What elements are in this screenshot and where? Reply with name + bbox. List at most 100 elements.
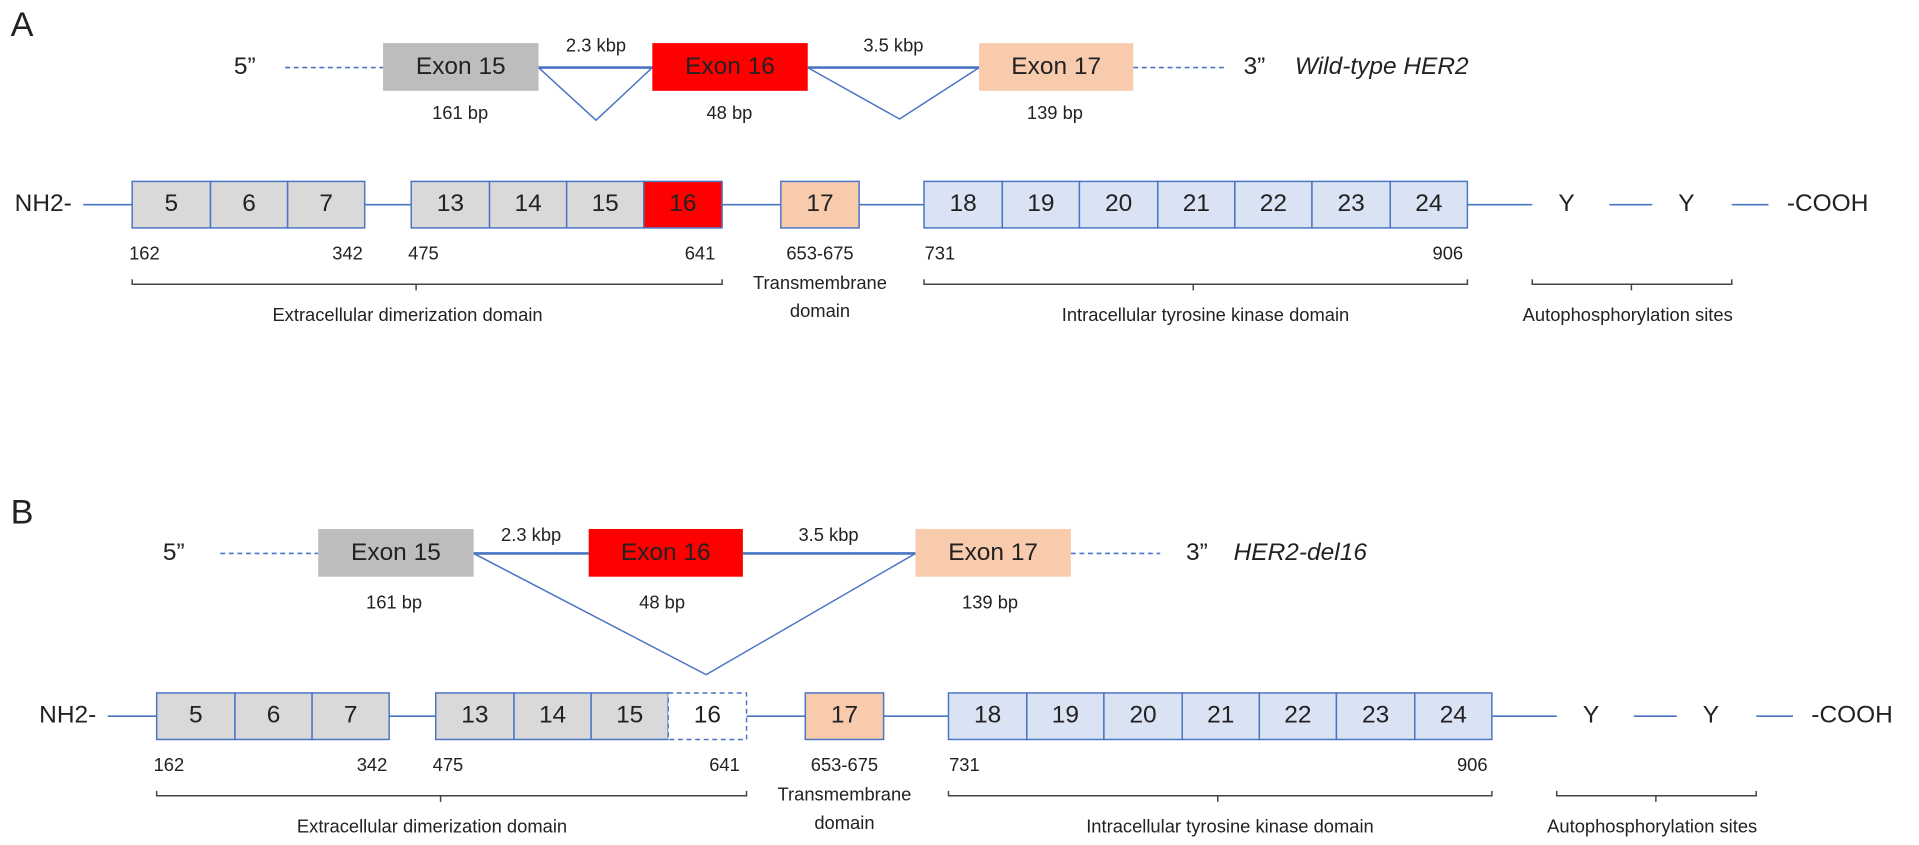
residue-position: 906 xyxy=(1457,754,1488,775)
box-label: 5 xyxy=(165,190,179,217)
residue-position: 641 xyxy=(685,243,716,264)
five-prime: 5” xyxy=(163,539,185,566)
exon-size: 139 bp xyxy=(962,591,1018,612)
domain-label: Transmembrane xyxy=(753,272,887,293)
site: Y xyxy=(1583,702,1599,729)
exon-size: 139 bp xyxy=(1027,102,1083,123)
residue-position: 475 xyxy=(408,243,439,264)
c-terminus: -COOH xyxy=(1787,190,1869,217)
splice-line xyxy=(807,66,980,120)
domain-box xyxy=(1001,180,1081,229)
intron-length: 3.5 kbp xyxy=(863,35,923,56)
intron-length: 2.3 kbp xyxy=(566,35,626,56)
box-label: 23 xyxy=(1362,702,1389,729)
box-label: 17 xyxy=(831,702,858,729)
box-label: 14 xyxy=(539,702,566,729)
box-label: 13 xyxy=(437,190,464,217)
domain-box xyxy=(643,180,723,229)
domain-box xyxy=(311,692,390,741)
c-terminus: -COOH xyxy=(1811,702,1893,729)
residue-position: 475 xyxy=(433,754,464,775)
box-label: 21 xyxy=(1183,190,1210,217)
box-label: 5 xyxy=(189,702,203,729)
exon-box xyxy=(318,528,474,577)
domain-box xyxy=(410,180,491,229)
residue-position: 162 xyxy=(129,243,160,264)
n-terminus: NH2- xyxy=(39,702,96,729)
domain-label: Autophosphorylation sites xyxy=(1547,815,1757,836)
box-label: 17 xyxy=(806,190,833,217)
domain-label: Autophosphorylation sites xyxy=(1523,304,1733,325)
domain-box xyxy=(923,180,1004,229)
box-label: 24 xyxy=(1415,190,1442,217)
domain-box xyxy=(565,180,645,229)
site: Y xyxy=(1678,190,1694,217)
domain-label: Transmembrane xyxy=(778,784,912,805)
box-label: 20 xyxy=(1105,190,1132,217)
box-label: 13 xyxy=(461,702,488,729)
domain-box xyxy=(1078,180,1159,229)
bracket xyxy=(155,790,748,802)
residue-position: 906 xyxy=(1433,243,1464,264)
box-label: 7 xyxy=(319,190,333,217)
five-prime: 5” xyxy=(234,53,256,80)
domain-label: Intracellular tyrosine kinase domain xyxy=(1062,304,1350,325)
domain-box xyxy=(234,692,313,741)
exon-name: Exon 15 xyxy=(416,53,506,80)
domain-box xyxy=(434,692,515,741)
domain-box xyxy=(804,692,885,741)
domain-box xyxy=(1311,180,1392,229)
residue-position: 731 xyxy=(949,754,980,775)
exon-box xyxy=(979,43,1134,91)
splice-line xyxy=(473,552,916,676)
domain-box xyxy=(1414,692,1493,741)
domain-box xyxy=(1181,692,1261,741)
exon-name: Exon 15 xyxy=(351,539,441,566)
residue-position: 342 xyxy=(357,754,388,775)
domain-box xyxy=(1389,180,1469,229)
box-label: 24 xyxy=(1440,702,1467,729)
bracket xyxy=(1556,790,1757,802)
bracket xyxy=(947,790,1493,802)
domain-box xyxy=(1157,180,1236,229)
box-label: 19 xyxy=(1052,702,1079,729)
domain-label: Extracellular dimerization domain xyxy=(297,815,567,836)
splice-line xyxy=(537,67,653,122)
exon-box xyxy=(652,43,808,91)
box-label: 15 xyxy=(616,702,643,729)
domain-box xyxy=(155,692,236,741)
domain-box xyxy=(947,692,1028,741)
box-label: 6 xyxy=(242,190,256,217)
exon-box xyxy=(588,528,743,577)
intron-length: 3.5 kbp xyxy=(798,524,858,545)
box-label: 16 xyxy=(694,702,721,729)
bracket xyxy=(923,279,1469,291)
box-label: 22 xyxy=(1284,702,1311,729)
domain-box xyxy=(1026,692,1105,741)
site: Y xyxy=(1703,702,1719,729)
isoform-name: Wild-type HER2 xyxy=(1295,53,1469,80)
domain-box xyxy=(209,180,289,229)
residue-position: 731 xyxy=(925,243,956,264)
box-label: 14 xyxy=(514,190,541,217)
box-label: 19 xyxy=(1027,190,1054,217)
domain-box xyxy=(1335,692,1416,741)
panel-label: B xyxy=(11,493,34,531)
exon-size: 161 bp xyxy=(366,591,422,612)
box-label: 20 xyxy=(1129,702,1156,729)
three-prime: 3” xyxy=(1186,539,1208,566)
box-label: 7 xyxy=(344,702,358,729)
domain-label: domain xyxy=(814,812,874,833)
box-label: 18 xyxy=(950,190,977,217)
domain-box xyxy=(1234,180,1313,229)
exon-size: 161 bp xyxy=(432,102,488,123)
bracket xyxy=(1531,279,1733,291)
box-label: 6 xyxy=(267,702,281,729)
domain-box xyxy=(131,180,212,229)
domain-box xyxy=(590,692,669,741)
domain-box xyxy=(667,692,748,741)
box-label: 22 xyxy=(1260,190,1287,217)
site: Y xyxy=(1558,190,1574,217)
exon-name: Exon 16 xyxy=(621,539,711,566)
n-terminus: NH2- xyxy=(15,190,72,217)
